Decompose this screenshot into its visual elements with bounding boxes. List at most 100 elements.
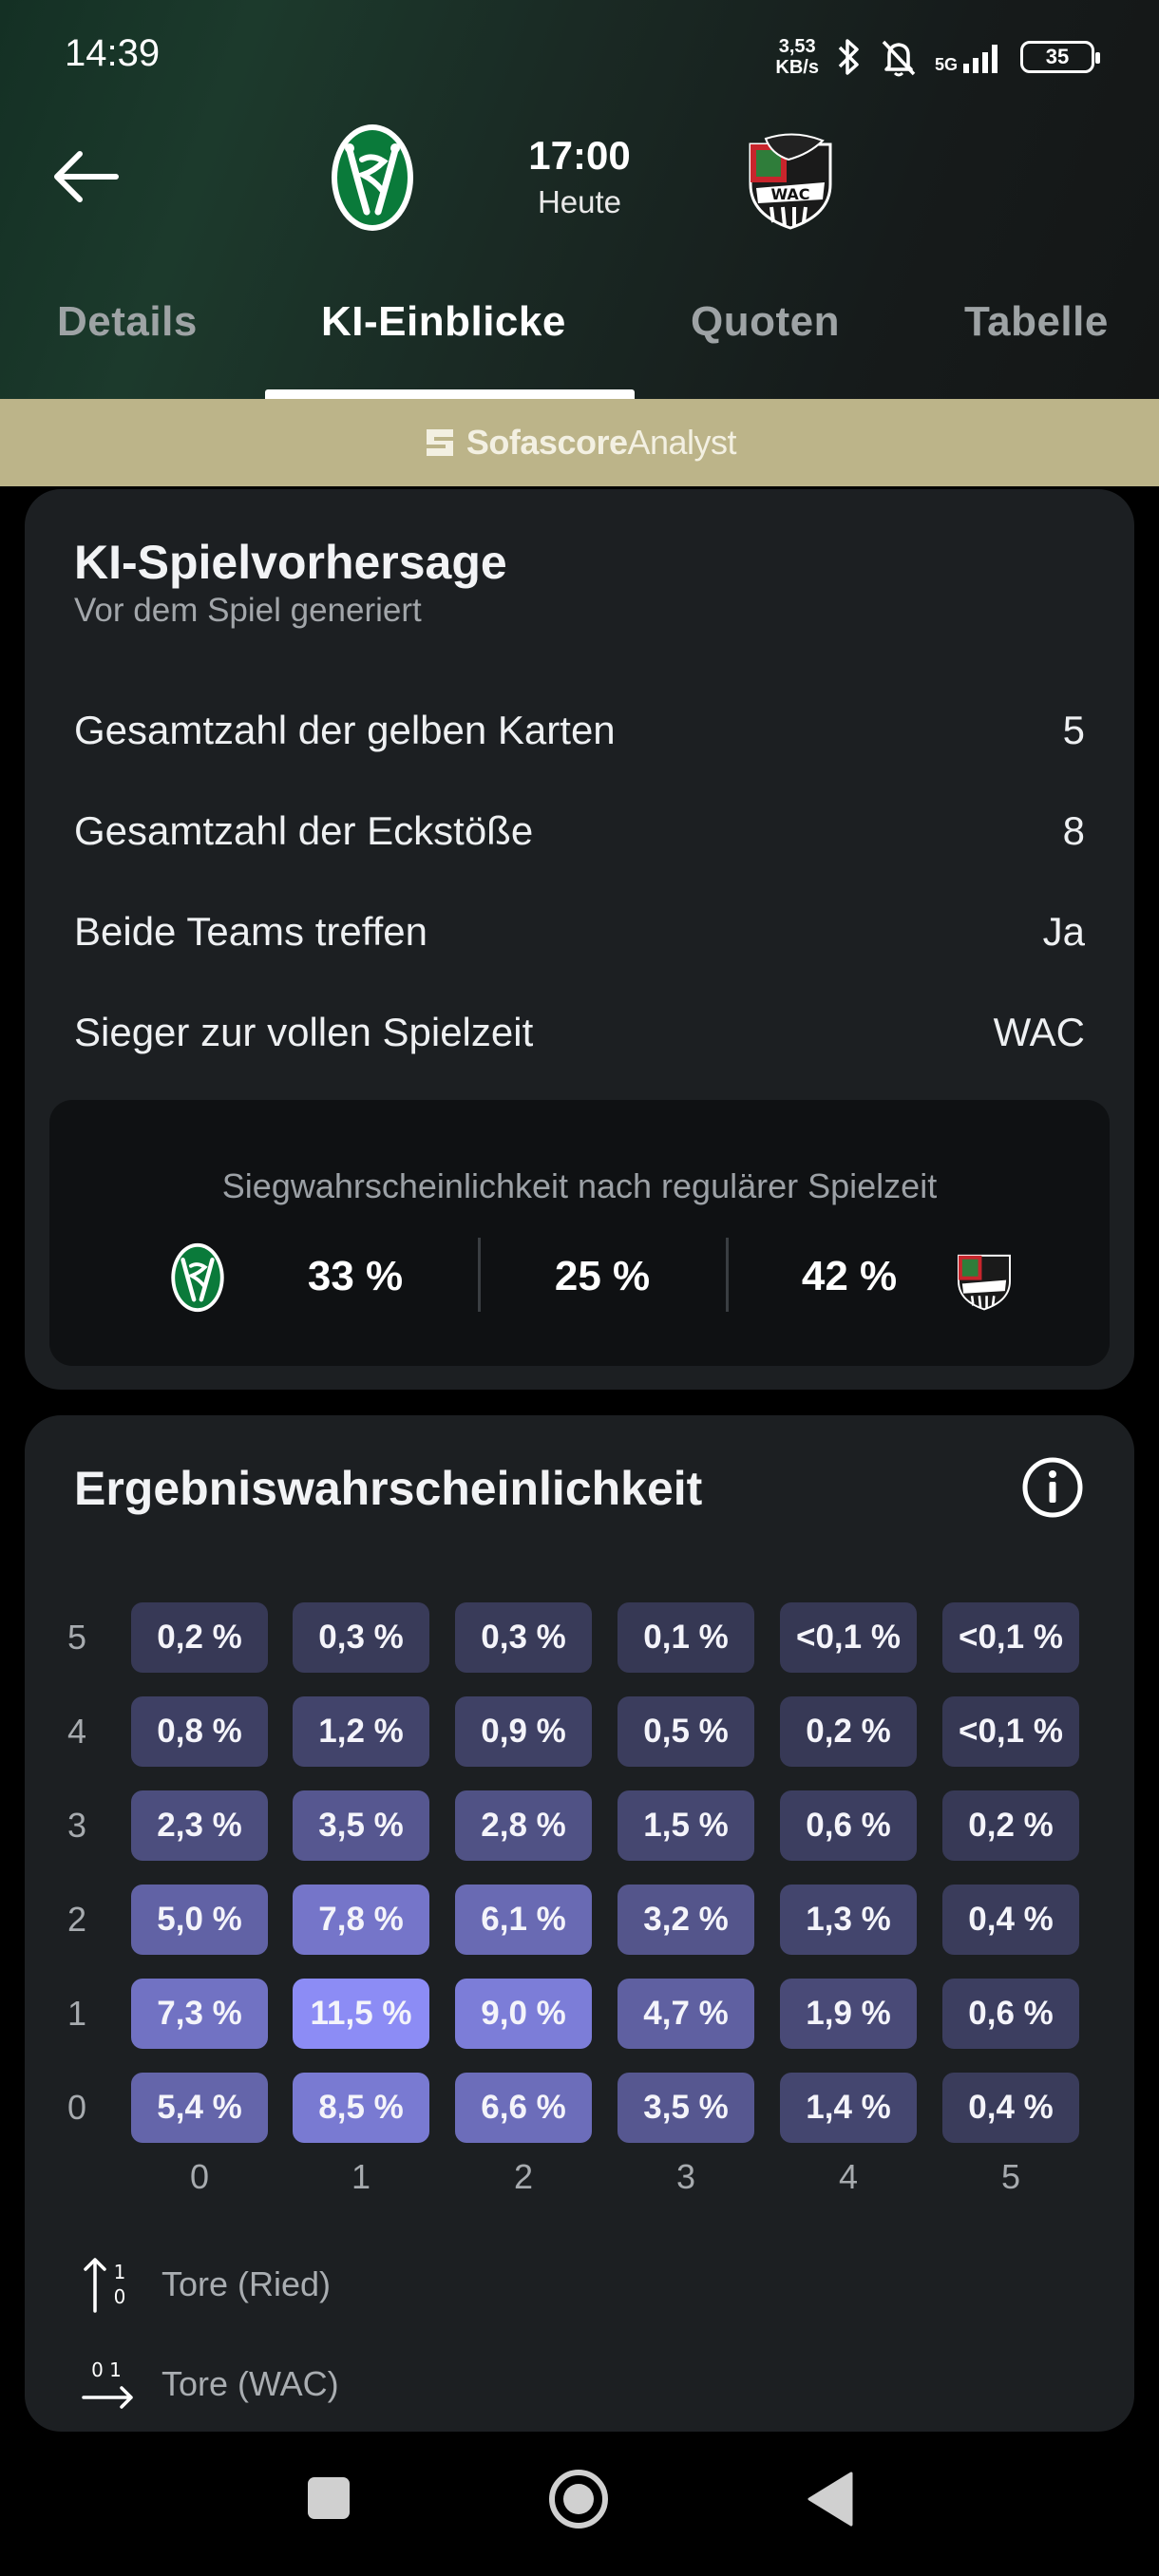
probability-cell: 3,2 % (618, 1885, 754, 1955)
prediction-row: Sieger zur vollen Spielzeit WAC (74, 1010, 1085, 1054)
probability-cell: 0,6 % (780, 1790, 917, 1861)
column-label: 5 (1000, 2157, 1021, 2196)
match-header: 14:39 3,53 KB/s 5G 35 17:00 He (0, 0, 1159, 399)
probability-cell: 2,3 % (131, 1790, 268, 1861)
home-button[interactable] (547, 2468, 610, 2530)
signal-icon (963, 45, 998, 73)
win-probability-row: 33 % 25 % 42 % (49, 1236, 1110, 1316)
kickoff-day: Heute (537, 184, 622, 219)
info-button[interactable] (1020, 1455, 1085, 1520)
win-probability-box: Siegwahrscheinlichkeit nach regulärer Sp… (49, 1100, 1110, 1366)
net-speed: 3,53 KB/s (775, 36, 819, 78)
back-button[interactable] (48, 142, 124, 211)
probability-cell: 0,3 % (455, 1602, 592, 1673)
probability-cell: 5,0 % (131, 1885, 268, 1955)
probability-cell: 2,8 % (455, 1790, 592, 1861)
probability-cell: 0,2 % (942, 1790, 1079, 1861)
row-label: 1 (66, 1994, 87, 2033)
divider (478, 1238, 481, 1312)
arrow-up-icon: 1 0 (84, 2258, 126, 2313)
prediction-row: Gesamtzahl der Eckstöße 8 (74, 808, 1085, 853)
probability-cell: 0,3 % (293, 1602, 429, 1673)
row-label: 3 (66, 1806, 87, 1845)
bluetooth-icon (838, 39, 859, 75)
probability-cell: 1,5 % (618, 1790, 754, 1861)
row-label: 4 (66, 1712, 87, 1751)
status-time: 14:39 (65, 32, 161, 74)
column-label: 2 (513, 2157, 534, 2196)
column-label: 3 (675, 2157, 696, 2196)
legend-label: Tore (Ried) (162, 2264, 332, 2303)
probability-cell: 8,5 % (293, 2073, 429, 2143)
prediction-card: KI-Spielvorhersage Vor dem Spiel generie… (25, 489, 1134, 1390)
home-team-logo[interactable] (329, 122, 416, 234)
svg-text:0: 0 (114, 2285, 126, 2308)
probability-cell: <0,1 % (780, 1602, 917, 1673)
probability-cell: 7,8 % (293, 1885, 429, 1955)
away-team-logo[interactable]: WAC (737, 125, 844, 232)
tab-tabelle[interactable]: Tabelle (964, 298, 1109, 345)
probability-cell: 0,9 % (455, 1696, 592, 1767)
probability-cell: 0,8 % (131, 1696, 268, 1767)
svg-text:0 1: 0 1 (91, 2358, 122, 2381)
probability-cell: 1,2 % (293, 1696, 429, 1767)
probability-cell: 6,1 % (455, 1885, 592, 1955)
legend-away-goals: 0 1 Tore (WAC) (82, 2351, 339, 2417)
probability-cell: 0,2 % (780, 1696, 917, 1767)
prediction-subtitle: Vor dem Spiel generiert (74, 592, 422, 629)
home-win-probability: 33 % (307, 1253, 404, 1299)
sofascore-logo-icon (426, 429, 453, 456)
system-navigation-bar (0, 2432, 1159, 2576)
legend-home-goals: 1 0 Tore (Ried) (82, 2251, 331, 2318)
row-label: 5 (66, 1618, 87, 1657)
tab-quoten[interactable]: Quoten (691, 298, 840, 345)
probability-cell: 5,4 % (131, 2073, 268, 2143)
column-label: 4 (838, 2157, 859, 2196)
probability-cell: 0,1 % (618, 1602, 754, 1673)
back-nav-button[interactable] (806, 2472, 855, 2527)
result-probability-card: Ergebniswahrscheinlichkeit 5 0,2 % 0,3 % 0,… (25, 1415, 1134, 2432)
probability-cell: 1,3 % (780, 1885, 917, 1955)
probability-cell: 3,5 % (618, 2073, 754, 2143)
divider (726, 1238, 729, 1312)
status-icons: 3,53 KB/s 5G 35 (775, 28, 1100, 85)
tab-ki-einblicke[interactable]: KI-Einblicke (321, 298, 566, 345)
probability-cell: 7,3 % (131, 1979, 268, 2049)
probability-cell: 11,5 % (293, 1979, 429, 2049)
away-team-mini-logo (958, 1254, 1011, 1311)
kickoff-time: 17:00 (528, 133, 631, 178)
status-bar: 14:39 3,53 KB/s 5G 35 (0, 0, 1159, 114)
tab-bar: Details KI-Einblicke Quoten Tabelle (0, 275, 1159, 399)
svg-text:WAC: WAC (770, 185, 809, 203)
column-label: 1 (351, 2157, 371, 2196)
result-probability-title: Ergebniswahrscheinlichkeit (74, 1462, 703, 1515)
legend-label: Tore (WAC) (162, 2364, 339, 2403)
active-tab-indicator (265, 389, 635, 399)
probability-cell: 1,4 % (780, 2073, 917, 2143)
probability-cell: 6,6 % (455, 2073, 592, 2143)
recent-apps-button[interactable] (306, 2475, 352, 2521)
row-label: 2 (66, 1900, 87, 1939)
svg-text:1: 1 (114, 2261, 126, 2283)
wac-crest-icon: WAC (749, 133, 832, 230)
info-icon (1022, 1457, 1083, 1518)
bell-muted-icon (882, 40, 916, 77)
probability-cell: 0,2 % (131, 1602, 268, 1673)
win-probability-caption: Siegwahrscheinlichkeit nach regulärer Sp… (221, 1166, 938, 1205)
ried-crest-icon (332, 124, 413, 231)
battery-indicator: 35 (1020, 41, 1100, 73)
probability-cell: 3,5 % (293, 1790, 429, 1861)
probability-cell: <0,1 % (942, 1602, 1079, 1673)
sofascore-analyst-banner: SofascoreAnalyst (0, 399, 1159, 486)
kickoff-info: 17:00 Heute (484, 133, 674, 220)
analyst-brand: SofascoreAnalyst (466, 423, 737, 462)
probability-cell: 1,9 % (780, 1979, 917, 2049)
row-label: 0 (66, 2088, 87, 2127)
prediction-title: KI-Spielvorhersage (74, 536, 507, 589)
draw-probability: 25 % (554, 1253, 651, 1299)
tab-details[interactable]: Details (57, 298, 198, 345)
probability-cell: 0,6 % (942, 1979, 1079, 2049)
network-indicator: 5G (935, 41, 1005, 73)
column-label: 0 (189, 2157, 210, 2196)
probability-cell: 0,4 % (942, 1885, 1079, 1955)
